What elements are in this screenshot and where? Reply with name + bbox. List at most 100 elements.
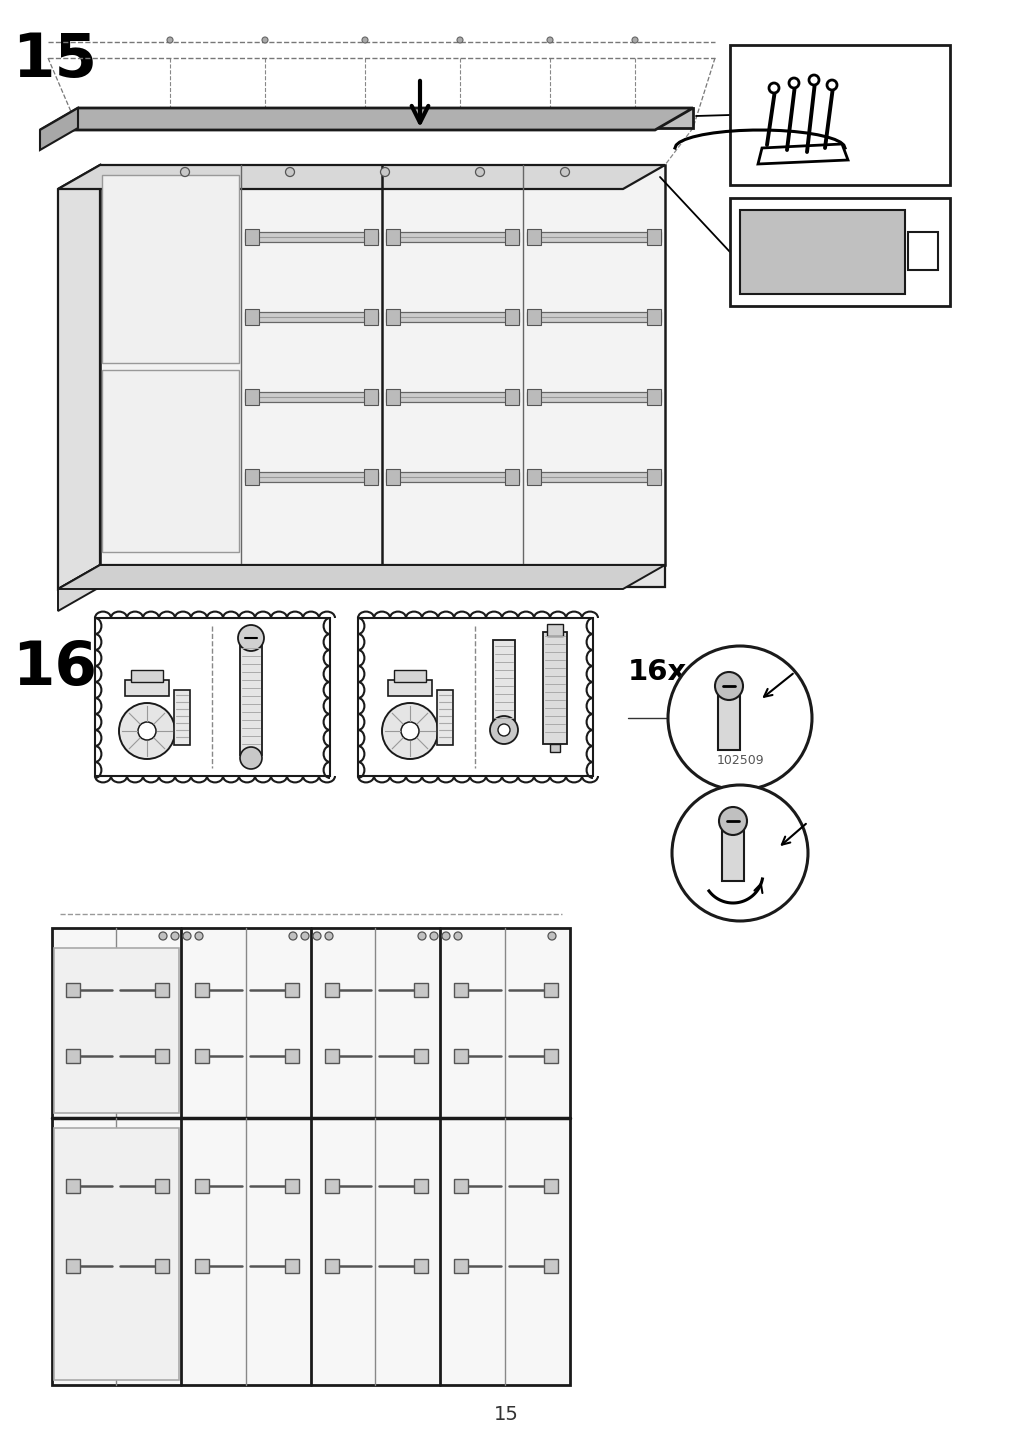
Bar — [437, 690, 453, 745]
Bar — [527, 470, 541, 485]
Bar — [504, 470, 519, 485]
Bar — [245, 392, 378, 402]
Bar — [174, 690, 190, 745]
Polygon shape — [58, 566, 100, 611]
Bar — [385, 473, 519, 483]
Bar — [454, 1179, 467, 1193]
Circle shape — [475, 168, 484, 176]
Bar — [646, 390, 660, 405]
Circle shape — [119, 703, 175, 759]
Bar — [364, 470, 378, 485]
Bar — [527, 390, 541, 405]
Bar — [413, 1259, 428, 1273]
Bar — [102, 175, 239, 362]
Polygon shape — [40, 107, 693, 130]
Text: 16x: 16x — [628, 657, 686, 686]
Bar — [245, 232, 378, 242]
Bar — [325, 982, 339, 997]
Circle shape — [171, 932, 179, 939]
Bar — [102, 369, 239, 551]
Bar — [325, 1259, 339, 1273]
Circle shape — [718, 808, 746, 835]
Bar — [285, 982, 298, 997]
Bar — [325, 1179, 339, 1193]
Circle shape — [808, 74, 818, 84]
Bar — [155, 1179, 169, 1193]
Bar — [547, 624, 562, 636]
Bar — [52, 928, 569, 1118]
Bar — [729, 44, 949, 185]
Bar — [527, 473, 660, 483]
Circle shape — [632, 37, 637, 43]
Bar — [385, 470, 399, 485]
Circle shape — [768, 83, 778, 93]
Bar — [385, 232, 519, 242]
Bar — [385, 309, 399, 325]
Bar — [646, 309, 660, 325]
Bar — [364, 309, 378, 325]
Circle shape — [547, 37, 552, 43]
Polygon shape — [757, 145, 847, 165]
Circle shape — [289, 932, 296, 939]
Circle shape — [454, 932, 462, 939]
Bar — [245, 309, 259, 325]
Circle shape — [300, 932, 308, 939]
Bar — [245, 390, 259, 405]
Bar — [95, 619, 330, 776]
Bar — [285, 1050, 298, 1063]
Circle shape — [418, 932, 426, 939]
Bar — [544, 1050, 557, 1063]
Circle shape — [667, 646, 811, 790]
Bar — [52, 1118, 569, 1385]
Bar — [739, 211, 904, 294]
Polygon shape — [58, 165, 664, 189]
Circle shape — [137, 722, 156, 740]
Polygon shape — [40, 107, 78, 150]
Circle shape — [183, 932, 191, 939]
Text: 15: 15 — [12, 30, 97, 89]
Bar — [195, 1259, 209, 1273]
Circle shape — [380, 168, 389, 176]
Circle shape — [362, 37, 368, 43]
Bar — [385, 229, 399, 245]
Bar — [325, 1050, 339, 1063]
Bar — [240, 640, 262, 755]
Circle shape — [400, 722, 419, 740]
Bar — [413, 1050, 428, 1063]
Circle shape — [826, 80, 836, 90]
Polygon shape — [58, 566, 664, 589]
Bar — [717, 687, 739, 750]
Circle shape — [548, 932, 555, 939]
Text: C1: C1 — [107, 621, 155, 654]
Bar — [544, 1259, 557, 1273]
Bar — [527, 392, 660, 402]
Circle shape — [442, 932, 450, 939]
Circle shape — [715, 672, 742, 700]
Circle shape — [457, 37, 463, 43]
Bar — [66, 982, 80, 997]
Bar — [721, 823, 743, 881]
Bar — [195, 1050, 209, 1063]
Bar — [504, 309, 519, 325]
Bar — [729, 198, 949, 306]
Bar — [358, 619, 592, 776]
Circle shape — [167, 37, 173, 43]
Bar — [385, 390, 399, 405]
Bar — [527, 312, 660, 322]
Circle shape — [240, 748, 262, 769]
Circle shape — [195, 932, 203, 939]
Bar — [454, 1259, 467, 1273]
Bar — [54, 1128, 179, 1380]
Bar — [492, 640, 515, 725]
Bar — [393, 670, 426, 682]
Bar — [245, 470, 259, 485]
Bar — [385, 312, 519, 322]
Bar — [130, 670, 163, 682]
Bar — [387, 680, 432, 696]
Circle shape — [789, 77, 799, 87]
Bar — [245, 473, 378, 483]
Bar — [549, 745, 559, 752]
Bar — [364, 229, 378, 245]
Bar — [454, 1050, 467, 1063]
Bar — [364, 390, 378, 405]
